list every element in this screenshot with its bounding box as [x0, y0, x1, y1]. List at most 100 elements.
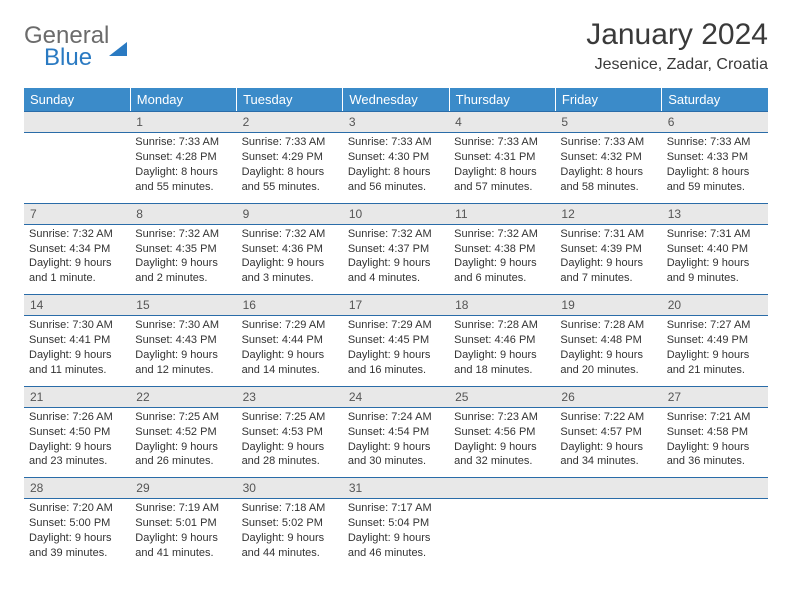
day-line: Daylight: 9 hours [667, 348, 763, 363]
day-line: Sunset: 4:39 PM [560, 242, 656, 257]
calendar-cell [449, 477, 555, 569]
day-line: Sunrise: 7:33 AM [348, 135, 444, 150]
day-data [449, 499, 555, 559]
day-line: Daylight: 9 hours [242, 531, 338, 546]
day-line: Daylight: 8 hours [454, 165, 550, 180]
day-line: and 58 minutes. [560, 180, 656, 195]
day-data: Sunrise: 7:30 AMSunset: 4:41 PMDaylight:… [24, 316, 130, 385]
day-line: Daylight: 9 hours [242, 440, 338, 455]
day-header: Tuesday [237, 88, 343, 111]
calendar-cell: 2Sunrise: 7:33 AMSunset: 4:29 PMDaylight… [237, 111, 343, 203]
day-number: 24 [343, 386, 449, 408]
day-header: Thursday [449, 88, 555, 111]
day-number: 8 [130, 203, 236, 225]
calendar-cell: 3Sunrise: 7:33 AMSunset: 4:30 PMDaylight… [343, 111, 449, 203]
day-number: 12 [555, 203, 661, 225]
day-data: Sunrise: 7:32 AMSunset: 4:34 PMDaylight:… [24, 225, 130, 294]
calendar-cell: 4Sunrise: 7:33 AMSunset: 4:31 PMDaylight… [449, 111, 555, 203]
calendar-cell: 27Sunrise: 7:21 AMSunset: 4:58 PMDayligh… [662, 386, 768, 478]
day-line: Daylight: 9 hours [135, 256, 231, 271]
day-data: Sunrise: 7:26 AMSunset: 4:50 PMDaylight:… [24, 408, 130, 477]
day-line: Sunset: 4:33 PM [667, 150, 763, 165]
day-line: Daylight: 9 hours [348, 440, 444, 455]
day-line: Sunrise: 7:19 AM [135, 501, 231, 516]
day-line: and 1 minute. [29, 271, 125, 286]
day-number: 14 [24, 294, 130, 316]
day-data: Sunrise: 7:31 AMSunset: 4:40 PMDaylight:… [662, 225, 768, 294]
day-number: 26 [555, 386, 661, 408]
day-line: Sunset: 5:00 PM [29, 516, 125, 531]
day-line: Daylight: 9 hours [348, 348, 444, 363]
calendar-week-row: 14Sunrise: 7:30 AMSunset: 4:41 PMDayligh… [24, 294, 768, 386]
day-number: 11 [449, 203, 555, 225]
day-line: Sunset: 5:04 PM [348, 516, 444, 531]
day-number: 23 [237, 386, 343, 408]
day-line: Sunset: 4:30 PM [348, 150, 444, 165]
day-line: and 56 minutes. [348, 180, 444, 195]
day-line: and 59 minutes. [667, 180, 763, 195]
calendar-week-row: 28Sunrise: 7:20 AMSunset: 5:00 PMDayligh… [24, 477, 768, 569]
calendar-cell: 14Sunrise: 7:30 AMSunset: 4:41 PMDayligh… [24, 294, 130, 386]
day-data: Sunrise: 7:28 AMSunset: 4:46 PMDaylight:… [449, 316, 555, 385]
day-number: 28 [24, 477, 130, 499]
day-line: Sunset: 4:36 PM [242, 242, 338, 257]
day-data: Sunrise: 7:32 AMSunset: 4:36 PMDaylight:… [237, 225, 343, 294]
day-line: Sunrise: 7:29 AM [348, 318, 444, 333]
calendar-week-row: 21Sunrise: 7:26 AMSunset: 4:50 PMDayligh… [24, 386, 768, 478]
calendar-cell: 22Sunrise: 7:25 AMSunset: 4:52 PMDayligh… [130, 386, 236, 478]
day-data: Sunrise: 7:25 AMSunset: 4:52 PMDaylight:… [130, 408, 236, 477]
day-number: 31 [343, 477, 449, 499]
day-line: Sunset: 4:41 PM [29, 333, 125, 348]
day-line: Sunrise: 7:32 AM [348, 227, 444, 242]
day-data [555, 499, 661, 559]
calendar-cell: 25Sunrise: 7:23 AMSunset: 4:56 PMDayligh… [449, 386, 555, 478]
day-line: Sunrise: 7:25 AM [242, 410, 338, 425]
day-number: 6 [662, 111, 768, 133]
calendar-cell: 18Sunrise: 7:28 AMSunset: 4:46 PMDayligh… [449, 294, 555, 386]
day-data: Sunrise: 7:33 AMSunset: 4:29 PMDaylight:… [237, 133, 343, 202]
calendar-cell: 26Sunrise: 7:22 AMSunset: 4:57 PMDayligh… [555, 386, 661, 478]
day-number: 10 [343, 203, 449, 225]
calendar-cell: 5Sunrise: 7:33 AMSunset: 4:32 PMDaylight… [555, 111, 661, 203]
day-line: Sunrise: 7:17 AM [348, 501, 444, 516]
day-line: Sunrise: 7:32 AM [242, 227, 338, 242]
day-line: Sunset: 4:44 PM [242, 333, 338, 348]
day-data: Sunrise: 7:32 AMSunset: 4:37 PMDaylight:… [343, 225, 449, 294]
calendar-cell: 30Sunrise: 7:18 AMSunset: 5:02 PMDayligh… [237, 477, 343, 569]
day-number: 18 [449, 294, 555, 316]
day-line: Sunrise: 7:27 AM [667, 318, 763, 333]
day-line: Sunset: 4:57 PM [560, 425, 656, 440]
day-line: and 14 minutes. [242, 363, 338, 378]
calendar-cell: 13Sunrise: 7:31 AMSunset: 4:40 PMDayligh… [662, 203, 768, 295]
day-line: Sunset: 4:34 PM [29, 242, 125, 257]
day-line: Sunset: 4:56 PM [454, 425, 550, 440]
day-line: and 4 minutes. [348, 271, 444, 286]
day-line: Daylight: 9 hours [454, 348, 550, 363]
day-line: Daylight: 9 hours [454, 440, 550, 455]
day-line: and 30 minutes. [348, 454, 444, 469]
calendar-cell: 21Sunrise: 7:26 AMSunset: 4:50 PMDayligh… [24, 386, 130, 478]
day-line: and 23 minutes. [29, 454, 125, 469]
day-line: and 44 minutes. [242, 546, 338, 561]
day-number: 15 [130, 294, 236, 316]
day-line: Sunset: 4:45 PM [348, 333, 444, 348]
day-data: Sunrise: 7:17 AMSunset: 5:04 PMDaylight:… [343, 499, 449, 568]
day-header: Monday [130, 88, 236, 111]
day-line: Sunset: 4:32 PM [560, 150, 656, 165]
day-data [24, 133, 130, 193]
day-number: 19 [555, 294, 661, 316]
day-line: and 18 minutes. [454, 363, 550, 378]
day-line: Daylight: 8 hours [667, 165, 763, 180]
day-line: Sunset: 4:29 PM [242, 150, 338, 165]
day-line: Daylight: 9 hours [667, 256, 763, 271]
day-header: Wednesday [343, 88, 449, 111]
day-number [449, 477, 555, 499]
day-number [662, 477, 768, 499]
day-header: Sunday [24, 88, 130, 111]
day-line: Sunrise: 7:25 AM [135, 410, 231, 425]
day-data: Sunrise: 7:18 AMSunset: 5:02 PMDaylight:… [237, 499, 343, 568]
day-line: Sunrise: 7:30 AM [29, 318, 125, 333]
calendar-cell: 28Sunrise: 7:20 AMSunset: 5:00 PMDayligh… [24, 477, 130, 569]
day-data: Sunrise: 7:32 AMSunset: 4:35 PMDaylight:… [130, 225, 236, 294]
day-line: Sunrise: 7:33 AM [560, 135, 656, 150]
